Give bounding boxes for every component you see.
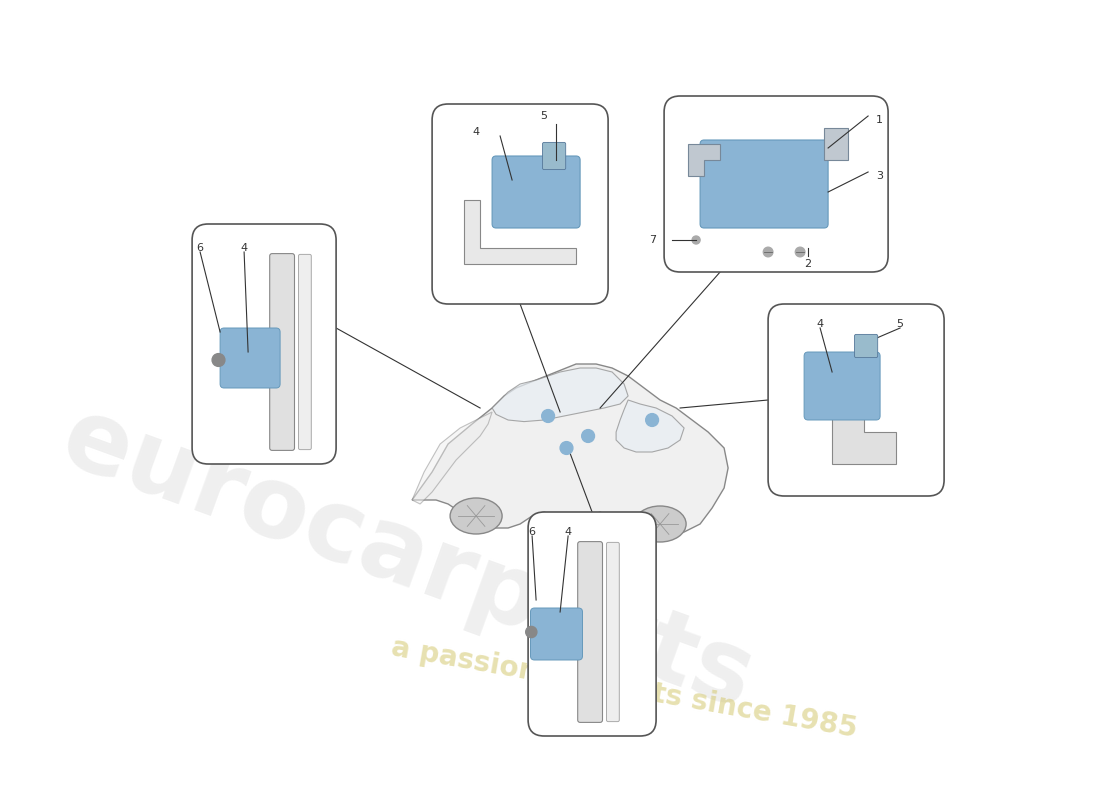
Polygon shape: [412, 412, 492, 504]
Circle shape: [526, 626, 537, 638]
Text: 2: 2: [804, 259, 812, 269]
FancyBboxPatch shape: [855, 334, 878, 358]
Circle shape: [541, 410, 554, 422]
Text: 6: 6: [197, 243, 204, 253]
Text: 5: 5: [540, 111, 548, 121]
FancyBboxPatch shape: [192, 224, 337, 464]
Circle shape: [795, 247, 805, 257]
FancyBboxPatch shape: [220, 328, 280, 388]
Text: 4: 4: [241, 243, 248, 253]
FancyBboxPatch shape: [298, 254, 311, 450]
Polygon shape: [689, 144, 720, 176]
Polygon shape: [824, 128, 848, 160]
FancyBboxPatch shape: [432, 104, 608, 304]
Polygon shape: [492, 368, 628, 422]
FancyBboxPatch shape: [528, 512, 656, 736]
FancyBboxPatch shape: [270, 254, 295, 450]
Polygon shape: [464, 200, 576, 264]
FancyBboxPatch shape: [700, 140, 828, 228]
Text: eurocarparts: eurocarparts: [50, 390, 767, 730]
Circle shape: [692, 236, 700, 244]
Text: 5: 5: [896, 319, 903, 329]
Text: 4: 4: [816, 319, 824, 329]
Text: 1: 1: [876, 115, 883, 125]
Circle shape: [582, 430, 594, 442]
Text: 7: 7: [649, 235, 656, 245]
FancyBboxPatch shape: [578, 542, 603, 722]
Polygon shape: [412, 364, 728, 536]
FancyBboxPatch shape: [606, 542, 619, 722]
FancyBboxPatch shape: [542, 142, 565, 170]
Circle shape: [763, 247, 773, 257]
Text: 3: 3: [876, 171, 883, 181]
Text: a passion for parts since 1985: a passion for parts since 1985: [389, 633, 859, 743]
FancyBboxPatch shape: [492, 156, 580, 228]
FancyBboxPatch shape: [530, 608, 583, 660]
Ellipse shape: [450, 498, 502, 534]
Text: 4: 4: [564, 527, 572, 537]
Text: 6: 6: [529, 527, 536, 537]
Circle shape: [646, 414, 659, 426]
Polygon shape: [616, 400, 684, 452]
Text: 4: 4: [473, 127, 480, 137]
Ellipse shape: [634, 506, 686, 542]
Circle shape: [560, 442, 573, 454]
FancyBboxPatch shape: [768, 304, 944, 496]
FancyBboxPatch shape: [804, 352, 880, 420]
Circle shape: [212, 354, 224, 366]
FancyBboxPatch shape: [664, 96, 888, 272]
Polygon shape: [832, 400, 896, 464]
